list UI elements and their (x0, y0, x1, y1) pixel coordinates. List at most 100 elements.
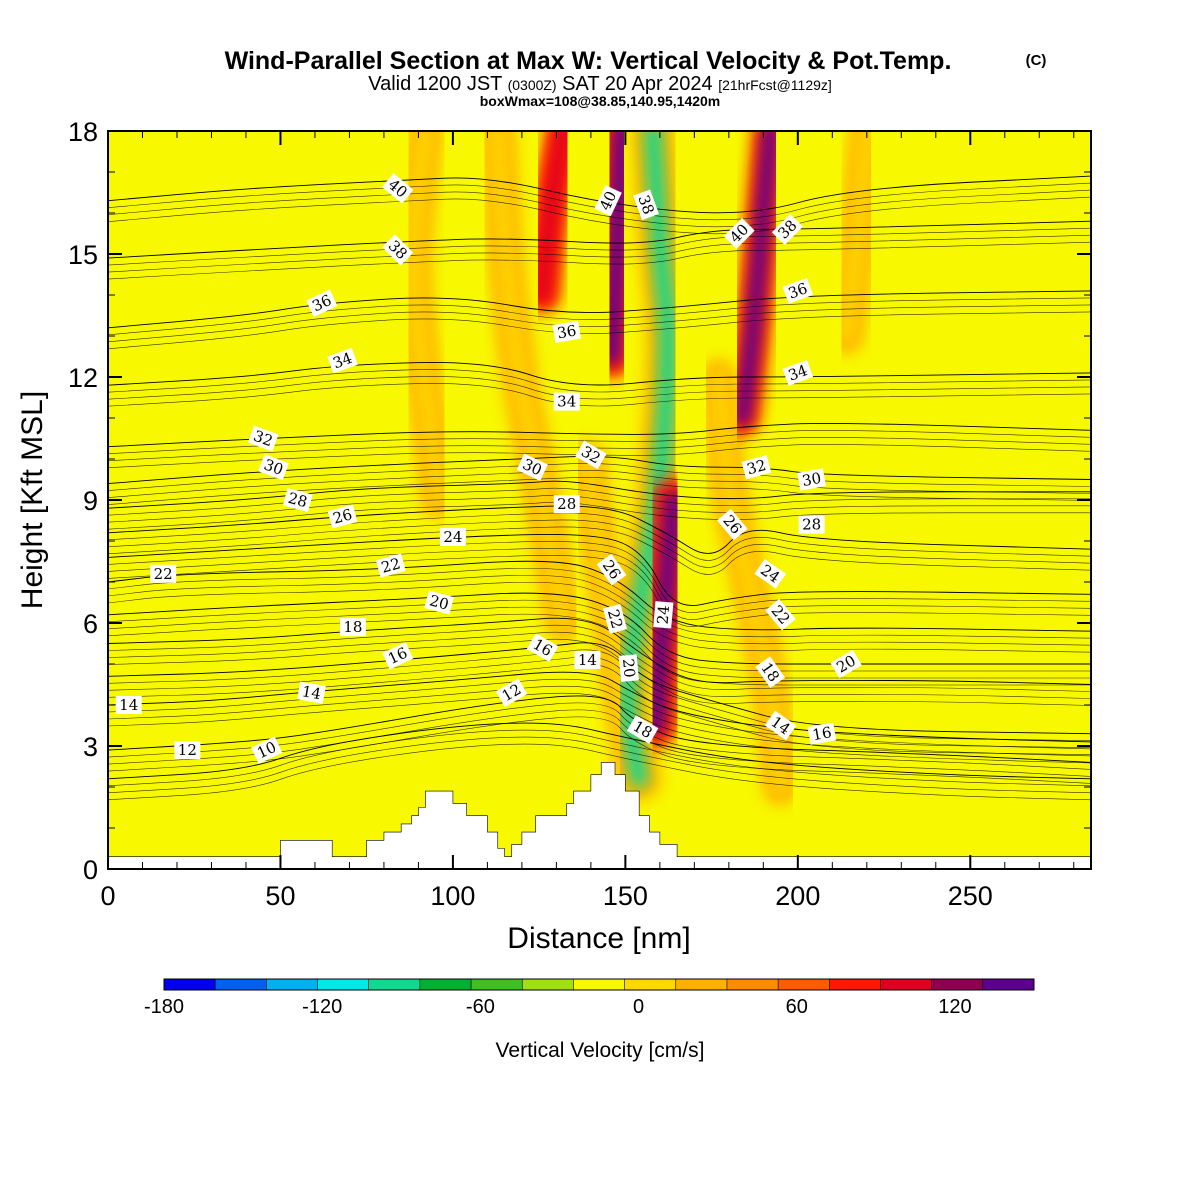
contour-label-text: 24 (443, 528, 462, 546)
contour-label-box (782, 359, 814, 386)
contour-label-box (495, 678, 528, 707)
theta-contour-40 (108, 175, 1091, 214)
contour-label-box (717, 508, 748, 541)
theta-contour-26-minor-0 (108, 512, 1091, 561)
theta-contour-30 (108, 455, 1091, 485)
contour-label-0: 40 (381, 173, 414, 204)
valid-utc: (0300Z) (508, 77, 557, 93)
colorbar-tick-label: 60 (786, 996, 808, 1018)
contour-label-21: 34 (553, 392, 580, 411)
x-tick-label: 150 (603, 881, 648, 911)
contour-label-text: 32 (745, 456, 768, 478)
contour-label-box (782, 277, 814, 304)
velocity-band-4 (838, 131, 875, 344)
forecast-info: [21hrFcst@1129z] (718, 77, 832, 93)
theta-contour-28-minor-1 (108, 494, 1091, 523)
contour-label-5: 30 (258, 454, 289, 481)
theta-contour-18-minor-1 (108, 631, 1091, 699)
colorbar-swatch-14 (880, 979, 933, 990)
contour-label-box (258, 454, 289, 481)
theta-contour-36 (108, 290, 1091, 329)
contour-label-10: 24 (439, 527, 466, 546)
theta-contour-40-minor-1 (108, 189, 1091, 228)
contour-label-box (381, 173, 414, 204)
contour-label-box (247, 425, 279, 452)
contour-label-box (574, 650, 601, 669)
theta-contour-16 (108, 642, 1091, 735)
contour-label-15: 14 (115, 696, 142, 714)
theta-contour-38-minor-2 (108, 241, 1091, 280)
contour-label-9: 22 (375, 553, 406, 578)
theta-contour-34 (108, 361, 1091, 386)
colorbar-swatch-16 (982, 979, 1035, 990)
contour-label-text: 36 (786, 279, 810, 302)
valid-date: SAT 20 Apr 2024 (562, 73, 712, 95)
theta-contour-28-minor-2 (108, 501, 1091, 530)
theta-contour-18-minor-2 (108, 638, 1091, 706)
contour-label-text: 32 (251, 427, 275, 450)
contour-label-text: 34 (786, 361, 810, 384)
contour-label-text: 22 (604, 607, 626, 630)
theta-contour-20-minor-1 (108, 606, 1091, 679)
contour-label-box (382, 234, 414, 266)
contour-label-text: 24 (654, 605, 674, 626)
theta-contour-32-minor-1 (108, 437, 1091, 461)
terrain (108, 762, 1091, 869)
valid-prefix: Valid 1200 JST (368, 73, 502, 95)
contour-label-11: 20 (424, 590, 455, 615)
y-tick-label: 18 (68, 117, 98, 147)
contour-label-box (798, 515, 825, 534)
colorbar-label: Vertical Velocity [cm/s] (496, 1039, 705, 1062)
contour-label-box (382, 642, 414, 670)
colorbar-swatch-12 (778, 979, 830, 990)
theta-contour-36-minor-0 (108, 297, 1091, 336)
theta-contour-14-minor-1 (108, 685, 1091, 757)
contour-label-box (526, 633, 559, 662)
contour-label-box (150, 564, 177, 583)
contour-label-29: 14 (574, 650, 601, 669)
x-tick-label: 50 (265, 881, 295, 911)
contour-label-box (424, 590, 455, 615)
contour-label-text: 16 (811, 723, 833, 744)
colorbar-swatch-10 (675, 979, 728, 990)
contour-label-text: 14 (119, 696, 138, 714)
contour-label-box (797, 468, 826, 491)
y-tick-label: 15 (68, 240, 98, 270)
contour-label-box (596, 553, 627, 586)
contour-label-box (516, 453, 548, 481)
contour-label-box (723, 217, 755, 250)
contour-label-box (282, 487, 313, 513)
contour-label-box (755, 656, 786, 689)
copyright-mark: (C) (1026, 52, 1047, 69)
theta-contour-16-minor-2 (108, 663, 1091, 755)
velocity-band-8 (647, 491, 683, 735)
contour-label-14: 14 (297, 681, 326, 704)
theta-contour-24 (108, 533, 1091, 606)
theta-contour-32-minor-2 (108, 444, 1091, 468)
velocity-band-0 (405, 131, 448, 508)
contour-label-box (771, 213, 804, 245)
contour-label-box (653, 601, 674, 629)
theta-contour-10-minor-1 (108, 736, 1091, 794)
colorbar-tick-label: 0 (633, 996, 644, 1018)
contour-label-box (306, 289, 338, 317)
y-tick-label: 12 (68, 363, 98, 393)
contour-label-text: 34 (330, 349, 354, 372)
x-axis: 0 50 100 150 200 250 (100, 131, 1075, 911)
theta-contour-18-minor-0 (108, 624, 1091, 692)
theta-contour-22 (108, 560, 1091, 632)
colorbar-swatch-13 (829, 979, 881, 990)
colorbar-swatch-6 (471, 979, 523, 990)
theta-contour-24-minor-2 (108, 555, 1091, 627)
theta-contour-16-minor-1 (108, 656, 1091, 748)
contour-label-box (830, 649, 862, 679)
theta-contour-10-minor-0 (108, 729, 1091, 787)
theta-contour-30-minor-1 (108, 470, 1091, 498)
theta-contour-24-minor-1 (108, 548, 1091, 620)
contour-label-36: 34 (782, 359, 814, 386)
theta-contour-38-minor-0 (108, 227, 1091, 266)
theta-contour-26-minor-1 (108, 519, 1091, 568)
contour-label-24: 28 (553, 495, 580, 514)
contour-label-text: 20 (428, 591, 451, 613)
